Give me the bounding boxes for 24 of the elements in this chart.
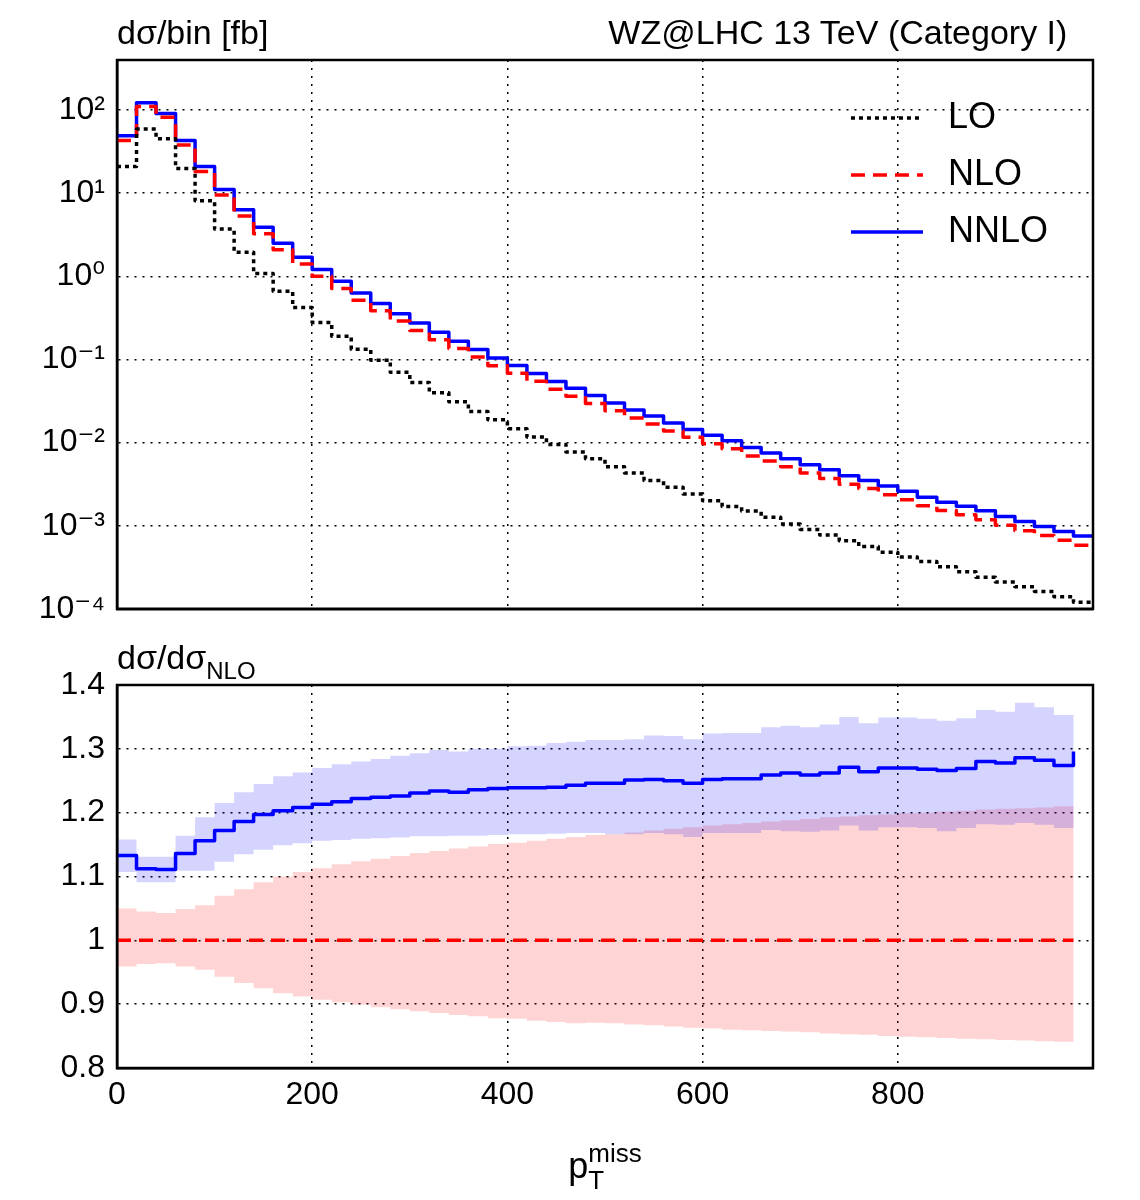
x-tick-label: 200	[285, 1075, 339, 1112]
y-tick-label: 10²	[58, 89, 106, 126]
x-tick-label: 800	[871, 1075, 925, 1112]
chart-title: WZ@LHC 13 TeV (Category I)	[608, 13, 1068, 51]
y-tick-label: 1.3	[60, 728, 105, 765]
y-tick-label: 1	[87, 920, 105, 957]
y-tick-label: 10⁻¹	[41, 339, 105, 376]
y-tick-label: 10⁻⁴	[38, 588, 105, 625]
y-tick-label: 0.9	[60, 983, 105, 1020]
y-tick-label: 10⁰	[56, 256, 105, 293]
y-tick-label: 10¹	[58, 173, 105, 209]
legend-label: NLO	[947, 151, 1023, 193]
y-tick-label: 1.4	[60, 664, 105, 701]
x-tick-label: 400	[480, 1075, 535, 1112]
legend-label: LO	[947, 94, 997, 136]
legend-label: NNLO	[947, 208, 1049, 250]
x-tick-label: 600	[675, 1075, 730, 1112]
y-tick-label: 1.2	[60, 792, 105, 829]
y-tick-label: 10⁻³	[41, 505, 106, 542]
x-tick-label: 0	[108, 1075, 126, 1112]
y-tick-label: 0.8	[60, 1047, 105, 1084]
y-axis-title: dσ/bin [fb]	[117, 13, 269, 51]
y-tick-label: 10⁻²	[41, 422, 106, 459]
y-tick-label: 1.1	[60, 856, 105, 893]
